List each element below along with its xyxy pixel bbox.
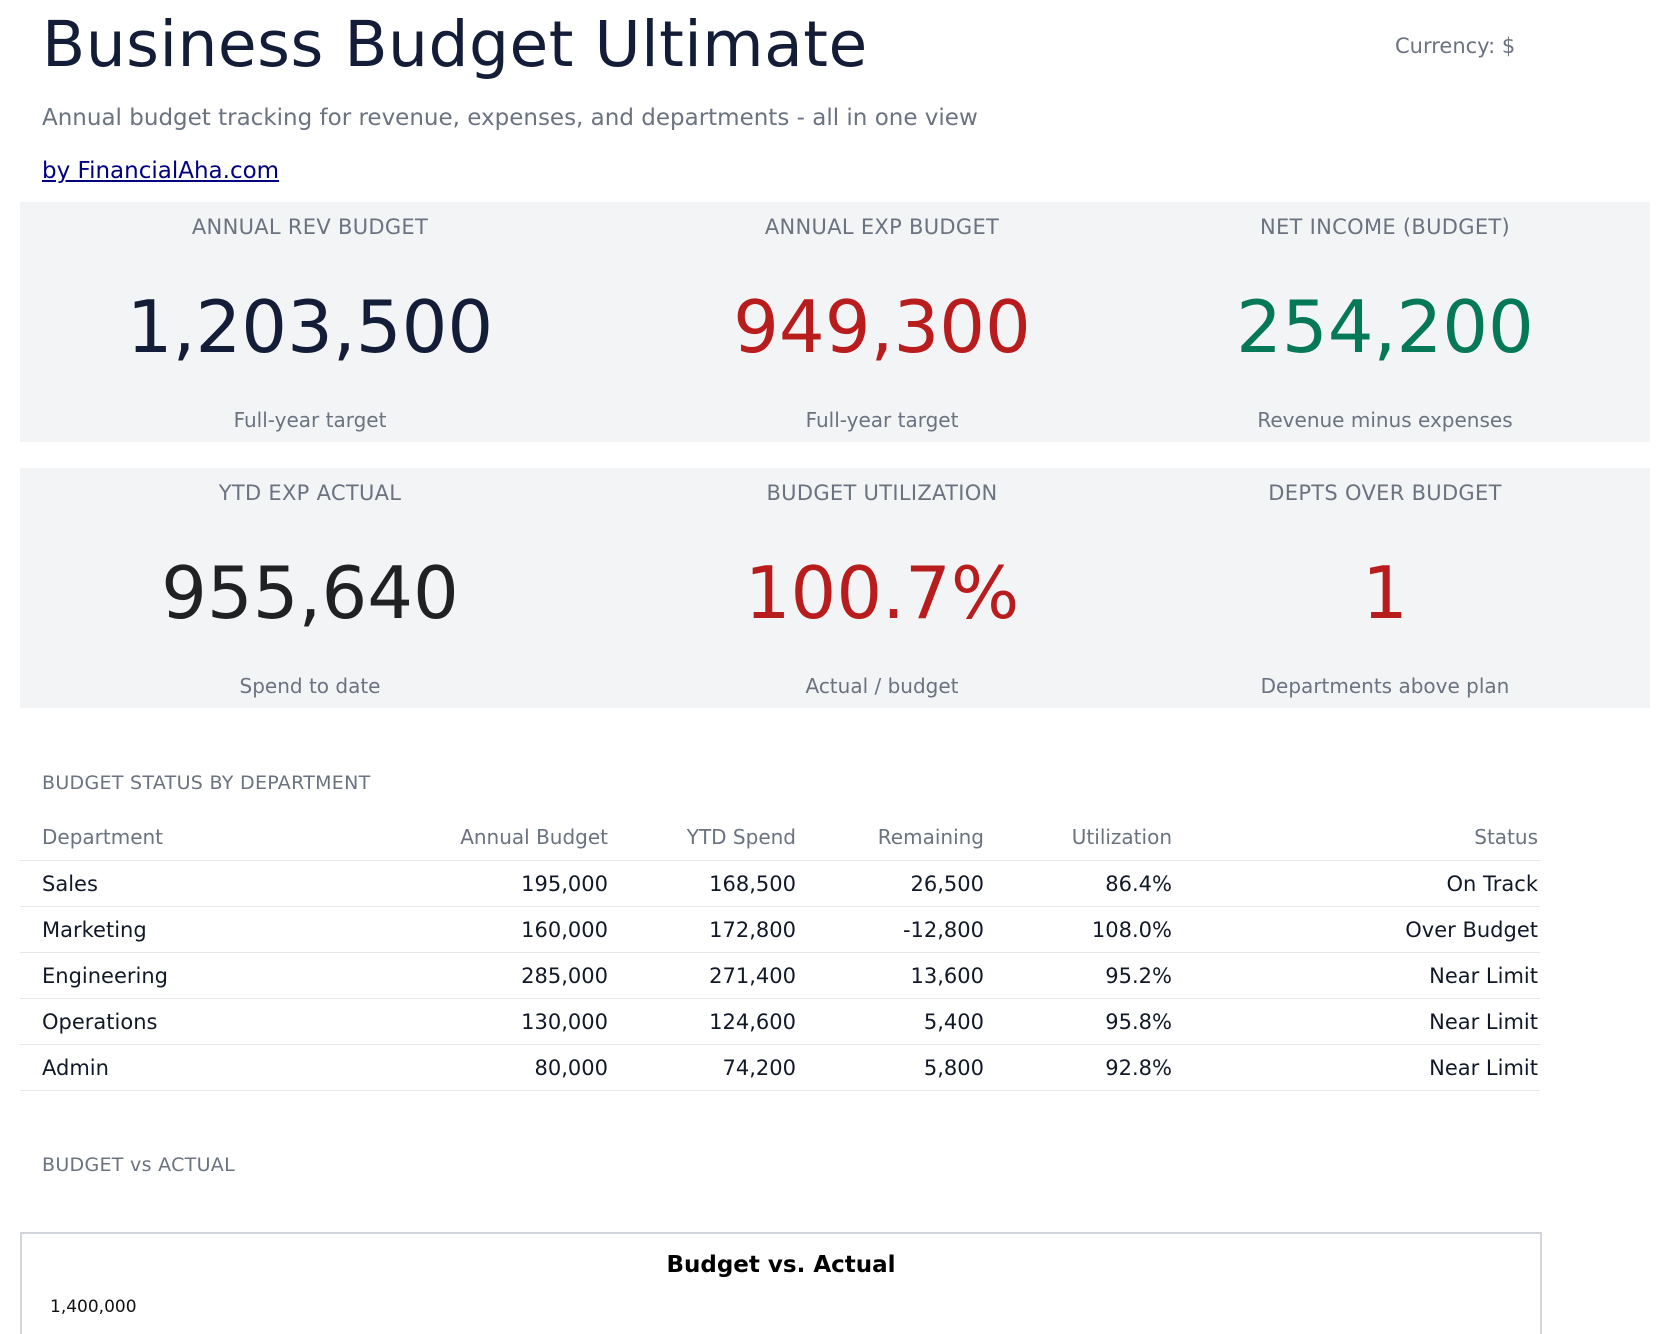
- kpi-card-exp-budget: ANNUAL EXP BUDGET 949,300 Full-year targ…: [592, 202, 1172, 442]
- page-title: Business Budget Ultimate: [42, 8, 868, 81]
- kpi-caption: Revenue minus expenses: [1257, 408, 1513, 432]
- cell-ytd-spend: 271,400: [610, 952, 798, 999]
- cell-ytd-spend: 74,200: [610, 1044, 798, 1091]
- cell-remaining: -12,800: [798, 906, 986, 953]
- cell-status: Near Limit: [1174, 1044, 1540, 1091]
- kpi-card-net-income: NET INCOME (BUDGET) 254,200 Revenue minu…: [1120, 202, 1650, 442]
- page-subtitle: Annual budget tracking for revenue, expe…: [42, 105, 978, 131]
- cell-department: Sales: [20, 860, 360, 907]
- table-row: Sales 195,000 168,500 26,500 86.4% On Tr…: [20, 860, 1540, 907]
- cell-ytd-spend: 172,800: [610, 906, 798, 953]
- kpi-card-ytd-exp: YTD EXP ACTUAL 955,640 Spend to date: [20, 468, 600, 708]
- cell-annual-budget: 130,000: [360, 998, 610, 1045]
- dept-budget-table: Department Annual Budget YTD Spend Remai…: [20, 814, 1540, 1091]
- budget-vs-actual-chart: Budget vs. Actual 1,400,000: [20, 1232, 1542, 1334]
- kpi-row-budget: ANNUAL REV BUDGET 1,203,500 Full-year ta…: [20, 202, 1650, 442]
- kpi-caption: Full-year target: [233, 408, 387, 432]
- kpi-card-rev-budget: ANNUAL REV BUDGET 1,203,500 Full-year ta…: [20, 202, 600, 442]
- kpi-card-utilization: BUDGET UTILIZATION 100.7% Actual / budge…: [592, 468, 1172, 708]
- cell-remaining: 13,600: [798, 952, 986, 999]
- cell-annual-budget: 195,000: [360, 860, 610, 907]
- kpi-row-actual: YTD EXP ACTUAL 955,640 Spend to date BUD…: [20, 468, 1650, 708]
- cell-utilization: 95.2%: [986, 952, 1174, 999]
- currency-label: Currency: $: [1395, 34, 1516, 58]
- kpi-label: ANNUAL EXP BUDGET: [764, 215, 1000, 239]
- cell-utilization: 86.4%: [986, 860, 1174, 907]
- cell-status: Over Budget: [1174, 906, 1540, 953]
- cell-status: Near Limit: [1174, 998, 1540, 1045]
- cell-ytd-spend: 168,500: [610, 860, 798, 907]
- table-row: Engineering 285,000 271,400 13,600 95.2%…: [20, 952, 1540, 999]
- byline-link[interactable]: by FinancialAha.com: [42, 158, 280, 184]
- dept-section-title: BUDGET STATUS BY DEPARTMENT: [42, 772, 371, 794]
- kpi-value: 254,200: [1236, 285, 1534, 369]
- column-header-department: Department: [20, 814, 360, 861]
- chart-section-title: BUDGET vs ACTUAL: [42, 1154, 235, 1176]
- kpi-value: 1,203,500: [126, 285, 494, 369]
- kpi-value: 949,300: [733, 285, 1031, 369]
- kpi-caption: Actual / budget: [805, 674, 959, 698]
- kpi-value: 100.7%: [744, 551, 1020, 635]
- cell-annual-budget: 160,000: [360, 906, 610, 953]
- column-header-utilization: Utilization: [986, 814, 1174, 861]
- cell-remaining: 5,800: [798, 1044, 986, 1091]
- cell-remaining: 5,400: [798, 998, 986, 1045]
- column-header-ytd-spend: YTD Spend: [610, 814, 798, 861]
- kpi-caption: Full-year target: [805, 408, 959, 432]
- table-header-row: Department Annual Budget YTD Spend Remai…: [20, 814, 1540, 861]
- cell-utilization: 108.0%: [986, 906, 1174, 953]
- kpi-value: 1: [1362, 551, 1408, 635]
- cell-ytd-spend: 124,600: [610, 998, 798, 1045]
- column-header-annual-budget: Annual Budget: [360, 814, 610, 861]
- column-header-remaining: Remaining: [798, 814, 986, 861]
- kpi-caption: Spend to date: [239, 674, 381, 698]
- cell-remaining: 26,500: [798, 860, 986, 907]
- kpi-value: 955,640: [161, 551, 459, 635]
- cell-annual-budget: 80,000: [360, 1044, 610, 1091]
- kpi-caption: Departments above plan: [1260, 674, 1510, 698]
- cell-department: Engineering: [20, 952, 360, 999]
- cell-status: Near Limit: [1174, 952, 1540, 999]
- cell-department: Admin: [20, 1044, 360, 1091]
- kpi-label: ANNUAL REV BUDGET: [191, 215, 429, 239]
- cell-department: Marketing: [20, 906, 360, 953]
- column-header-status: Status: [1174, 814, 1540, 861]
- cell-status: On Track: [1174, 860, 1540, 907]
- kpi-label: DEPTS OVER BUDGET: [1268, 481, 1502, 505]
- kpi-label: NET INCOME (BUDGET): [1259, 215, 1511, 239]
- kpi-label: YTD EXP ACTUAL: [218, 481, 402, 505]
- y-axis-tick-label: 1,400,000: [50, 1297, 137, 1317]
- table-row: Admin 80,000 74,200 5,800 92.8% Near Lim…: [20, 1044, 1540, 1091]
- kpi-label: BUDGET UTILIZATION: [766, 481, 998, 505]
- cell-annual-budget: 285,000: [360, 952, 610, 999]
- table-row: Operations 130,000 124,600 5,400 95.8% N…: [20, 998, 1540, 1045]
- chart-title: Budget vs. Actual: [666, 1252, 896, 1278]
- cell-department: Operations: [20, 998, 360, 1045]
- table-row: Marketing 160,000 172,800 -12,800 108.0%…: [20, 906, 1540, 953]
- kpi-card-depts-over: DEPTS OVER BUDGET 1 Departments above pl…: [1120, 468, 1650, 708]
- cell-utilization: 92.8%: [986, 1044, 1174, 1091]
- cell-utilization: 95.8%: [986, 998, 1174, 1045]
